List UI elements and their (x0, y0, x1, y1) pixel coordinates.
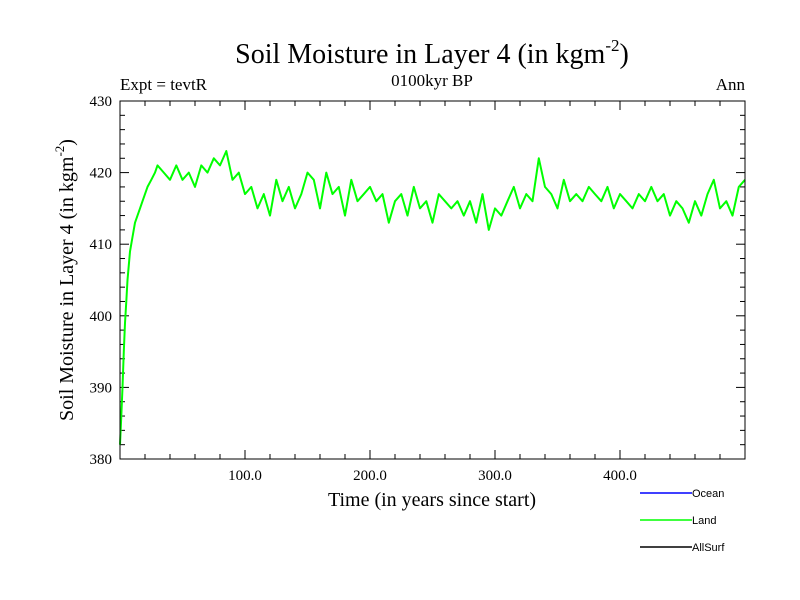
axis-ticks (120, 100, 745, 460)
y-tick-label: 430 (90, 94, 113, 110)
series-line-land (119, 150, 746, 445)
x-tick-label: 200.0 (353, 468, 387, 484)
legend-label-land: Land (692, 515, 716, 527)
y-axis-label-close: ) (56, 139, 78, 146)
y-tick-label: 390 (90, 380, 113, 396)
x-tick-label: 100.0 (228, 468, 262, 484)
subtitle-center: 0100kyr BP (391, 71, 473, 90)
y-axis-label: Soil Moisture in Layer 4 (in kgm-2) (52, 139, 78, 421)
y-tick-label: 410 (90, 237, 113, 253)
data-series (119, 150, 746, 445)
chart-title-superscript: -2 (605, 36, 619, 55)
legend-label-ocean: Ocean (692, 488, 724, 500)
legend-label-allsurf: AllSurf (692, 542, 725, 554)
chart-title: Soil Moisture in Layer 4 (in kgm-2) (235, 36, 629, 70)
subtitle-left: Expt = tevtR (120, 75, 208, 94)
x-tick-label: 400.0 (603, 468, 637, 484)
axis-tick-labels: 380 390 400 410 420 430 100.0 200.0 300.0 400.0 (90, 94, 637, 484)
y-tick-label: 400 (90, 309, 113, 325)
y-tick-label: 380 (90, 452, 113, 468)
chart-title-close: ) (620, 39, 629, 70)
subtitle-right: Ann (716, 75, 746, 94)
y-tick-label: 420 (90, 166, 113, 182)
x-tick-label: 300.0 (478, 468, 512, 484)
x-axis-label: Time (in years since start) (328, 489, 536, 511)
plot-frame (119, 100, 746, 460)
legend: Ocean Land AllSurf (640, 488, 725, 554)
y-axis-label-superscript: -2 (52, 146, 67, 157)
